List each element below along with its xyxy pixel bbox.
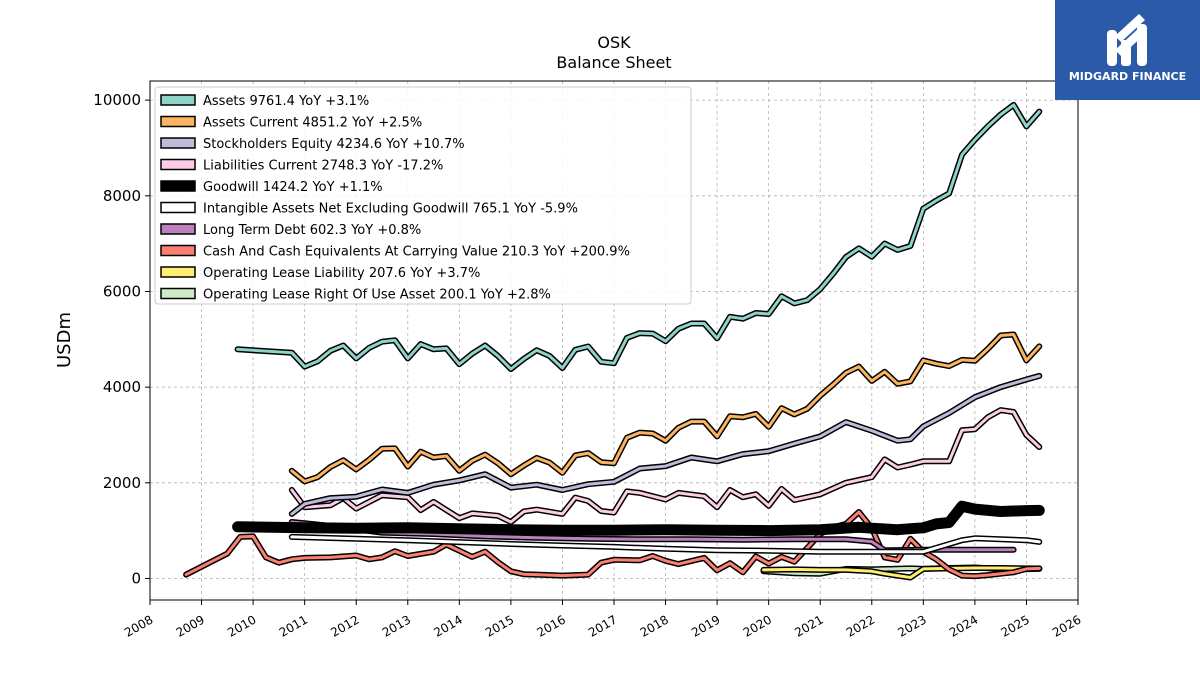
legend-assets-current-label: Assets Current 4851.2 YoY +2.5%: [203, 116, 422, 131]
y-tick-label: 0: [131, 569, 141, 587]
x-tick-label: 2010: [225, 612, 258, 639]
legend-long-term-debt-swatch: [160, 223, 196, 235]
legend-operating-lease-liability-label: Operating Lease Liability 207.6 YoY +3.7…: [203, 266, 480, 281]
x-tick-label: 2025: [998, 612, 1031, 639]
chart-subtitle: Balance Sheet: [556, 53, 671, 72]
series-assets-line: [236, 103, 1041, 371]
legend-assets-current-swatch: [160, 115, 196, 128]
x-tick-label: 2011: [277, 612, 310, 639]
legend-stockholders-equity-swatch: [160, 137, 196, 149]
legend: Assets 9761.4 YoY +3.1% Assets Current 48…: [154, 86, 692, 305]
legend-assets-swatch: [160, 94, 196, 106]
y-axis-label: USDm: [54, 312, 75, 368]
x-tick-label: 2014: [431, 612, 464, 639]
series-intangible-assets-net-excluding-goodwill-line: [290, 535, 1041, 554]
series-liabilities-current-line: [290, 408, 1041, 524]
x-tick-label: 2016: [534, 612, 567, 639]
legend-assets-label: Assets 9761.4 YoY +3.1%: [203, 94, 369, 109]
x-tick-label: 2024: [947, 612, 980, 639]
x-tick-label: 2026: [1050, 612, 1083, 639]
x-tick-label: 2018: [638, 612, 671, 639]
x-tick-label: 2013: [380, 612, 413, 639]
legend-intangible-assets-net-excluding-goodwill-label: Intangible Assets Net Excluding Goodwill…: [203, 202, 578, 217]
legend-liabilities-current-label: Liabilities Current 2748.3 YoY -17.2%: [203, 159, 443, 174]
legend-goodwill-swatch: [160, 180, 196, 192]
series-lines: [183, 101, 1045, 581]
x-tick-label: 2019: [689, 612, 722, 639]
series-assets-current-line: [290, 333, 1041, 483]
midgard-logo-icon: [1107, 14, 1147, 66]
legend-operating-lease-right-of-use-asset-swatch: [160, 287, 196, 300]
y-tick-label: 10000: [93, 91, 141, 109]
chart-title: OSK: [597, 33, 631, 52]
legend-operating-lease-liability-swatch: [160, 266, 196, 278]
y-tick-label: 6000: [103, 282, 141, 300]
x-tick-label: 2012: [328, 612, 361, 639]
series-cash-and-cash-equivalents-at-carrying-value-line: [184, 510, 1041, 578]
y-tick-label: 4000: [103, 378, 141, 396]
y-tick-label: 2000: [103, 474, 141, 492]
legend-cash-and-cash-equivalents-at-carrying-value-label: Cash And Cash Equivalents At Carrying Va…: [203, 245, 630, 260]
y-tick-label: 8000: [103, 187, 141, 205]
x-tick-label: 2021: [792, 612, 825, 639]
legend-box: [154, 86, 692, 305]
series-goodwill-line: [233, 502, 1044, 535]
x-tick-label: 2015: [483, 612, 516, 639]
x-tick-label: 2008: [122, 612, 155, 639]
legend-stockholders-equity-label: Stockholders Equity 4234.6 YoY +10.7%: [203, 137, 465, 152]
legend-goodwill-label: Goodwill 1424.2 YoY +1.1%: [203, 180, 383, 195]
legend-cash-and-cash-equivalents-at-carrying-value-swatch: [160, 244, 196, 257]
series-operating-lease-liability-line: [762, 566, 1041, 579]
brand-logo: MIDGARD FINANCE: [1055, 0, 1200, 100]
series-stockholders-equity-line: [290, 374, 1041, 516]
x-tick-label: 2017: [586, 612, 619, 639]
x-tick-label: 2009: [174, 612, 207, 639]
x-tick-label: 2022: [844, 612, 877, 639]
legend-liabilities-current-swatch: [160, 158, 196, 171]
brand-name: MIDGARD FINANCE: [1068, 70, 1187, 83]
x-tick-label: 2023: [895, 612, 928, 639]
x-tick-label: 2020: [741, 612, 774, 639]
legend-intangible-assets-net-excluding-goodwill-swatch: [160, 201, 196, 214]
legend-long-term-debt-label: Long Term Debt 602.3 YoY +0.8%: [203, 223, 421, 238]
legend-operating-lease-right-of-use-asset-label: Operating Lease Right Of Use Asset 200.1…: [203, 288, 551, 303]
